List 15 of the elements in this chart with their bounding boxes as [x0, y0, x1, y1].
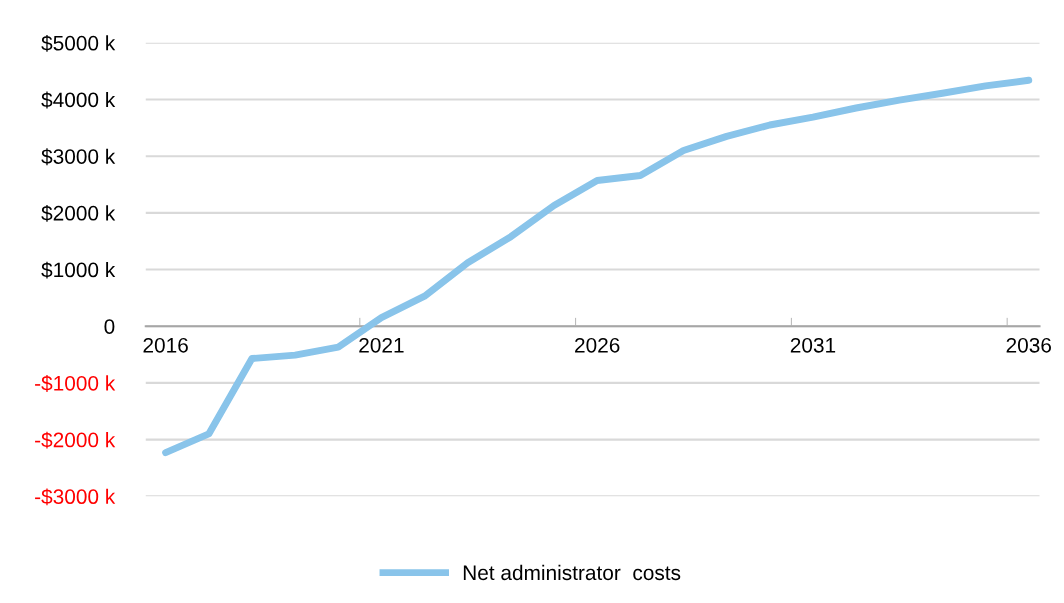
x-tick-label: 2031 [790, 337, 836, 353]
y-tick-label: $2000 k [41, 204, 116, 222]
x-tick-label: 2036 [1006, 337, 1051, 353]
x-tick-label: 2016 [143, 337, 188, 353]
y-tick-label: $3000 k [41, 148, 116, 166]
y-tick-label: $5000 k [41, 34, 116, 52]
x-tick-label: 2021 [359, 337, 404, 353]
y-tick-label: $4000 k [41, 91, 116, 109]
y-tick-label: -$3000 k [35, 488, 116, 506]
y-tick-label: 0 [104, 319, 115, 334]
y-tick-label: -$1000 k [35, 375, 116, 392]
x-tick-label: 2026 [575, 337, 620, 353]
y-tick-label: $1000 k [41, 261, 116, 279]
legend-label: Net administrator costs [463, 564, 681, 581]
y-tick-label: -$2000 k [35, 431, 116, 449]
